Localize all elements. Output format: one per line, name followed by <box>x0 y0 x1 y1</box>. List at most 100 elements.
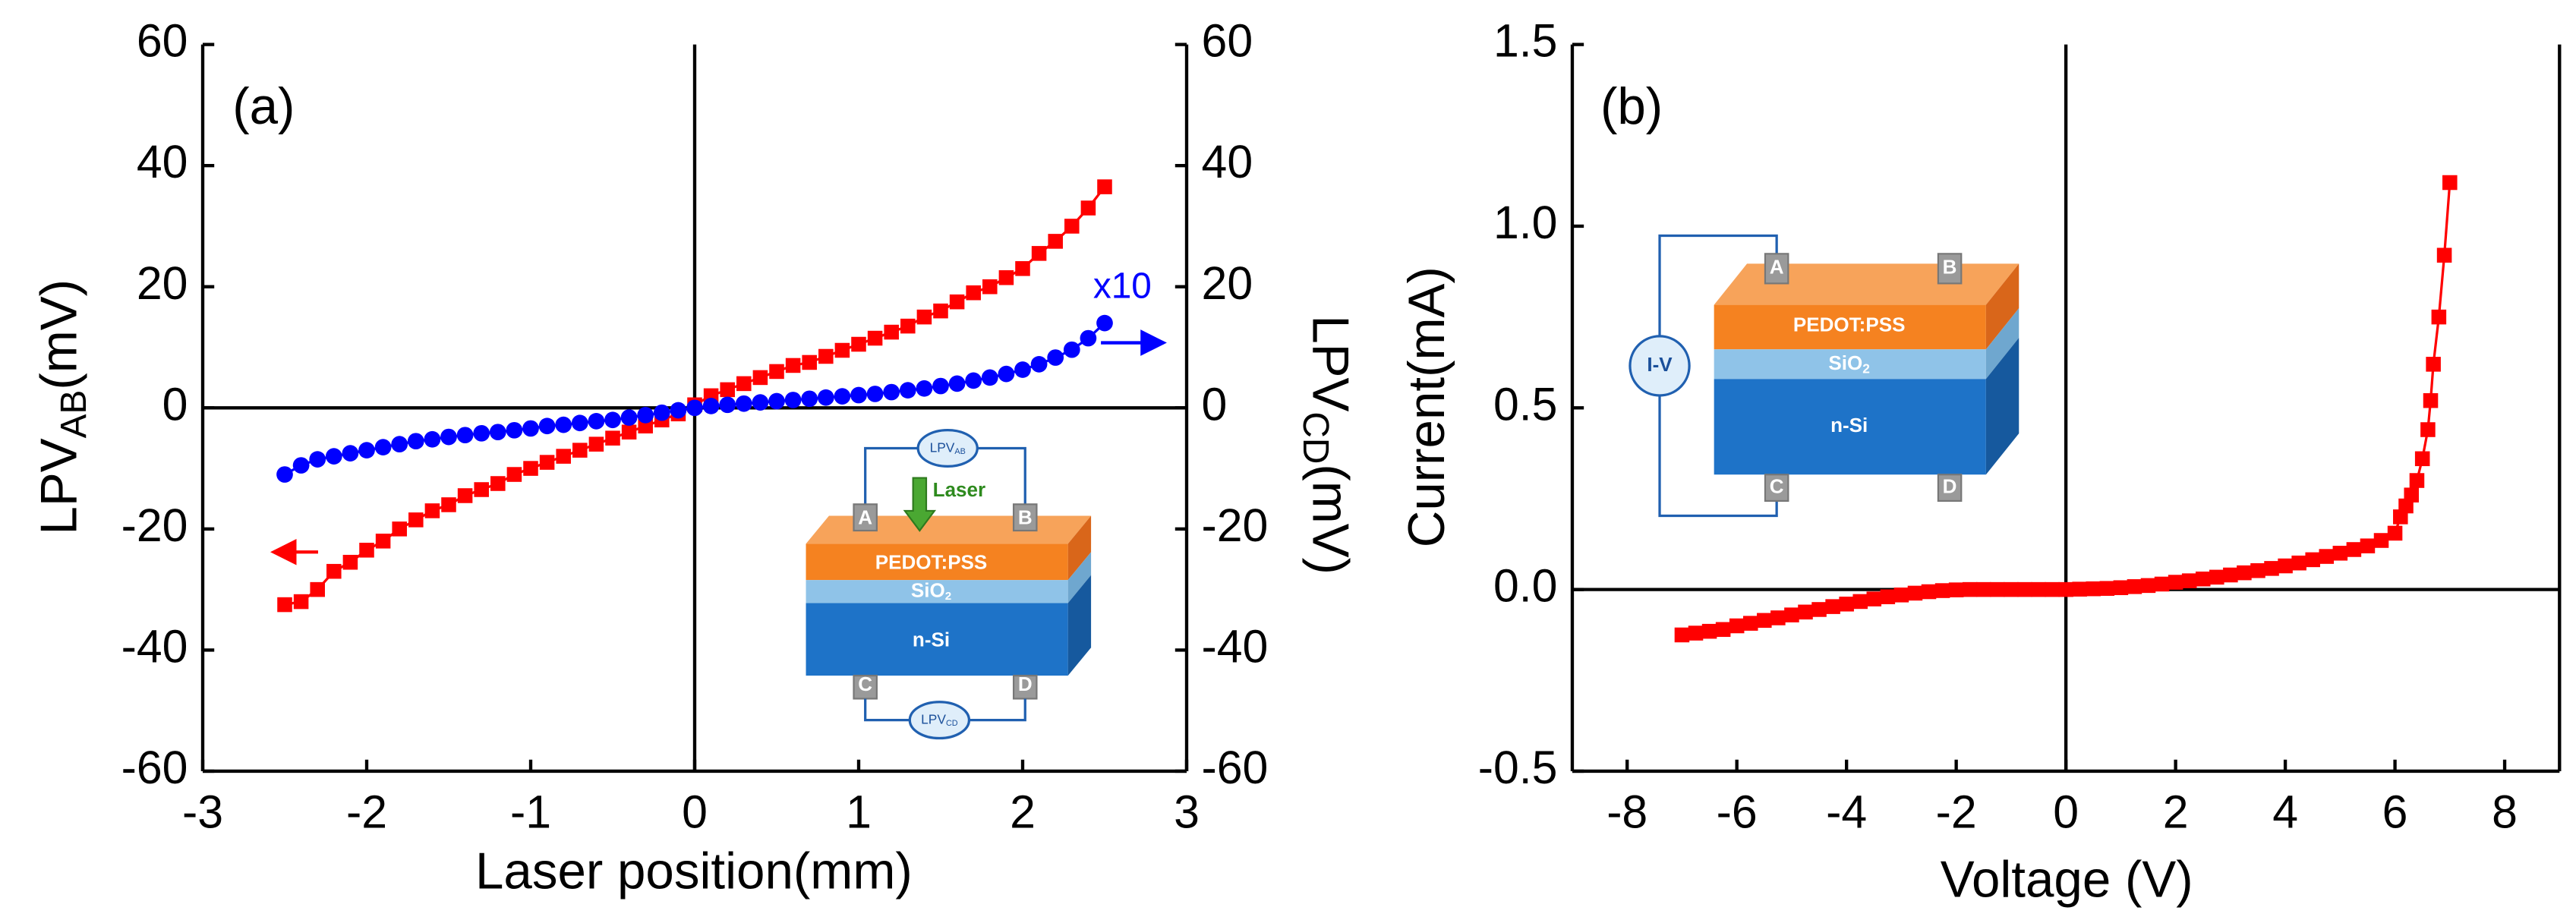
marker <box>884 324 899 340</box>
marker <box>441 497 456 512</box>
marker <box>2264 561 2279 576</box>
marker <box>474 482 489 497</box>
layer <box>1714 349 1986 380</box>
marker <box>1825 599 1840 614</box>
x-tick-label: 0 <box>682 786 708 838</box>
wire <box>1658 395 1778 518</box>
inset-b: I-V A B PEDOT:PSS SiO2 n-Si C D <box>1629 234 2019 518</box>
marker <box>523 461 538 476</box>
y2-tick-label: 20 <box>1202 257 1253 309</box>
marker <box>588 436 604 452</box>
marker <box>539 455 555 470</box>
y2-label-sub: CD <box>1296 411 1336 464</box>
marker <box>2387 525 2403 541</box>
y-tick-label: 20 <box>137 257 188 309</box>
marker <box>490 476 506 491</box>
marker <box>555 416 572 433</box>
marker <box>900 318 916 334</box>
side-face <box>1067 575 1092 676</box>
marker <box>1757 613 1772 629</box>
marker <box>2168 575 2183 590</box>
marker <box>2004 581 2019 597</box>
contact <box>1937 474 1963 503</box>
marker <box>538 417 556 435</box>
marker <box>1907 585 1923 601</box>
marker <box>966 285 981 301</box>
y-tick-label: 1.5 <box>1493 15 1557 67</box>
marker <box>752 394 769 411</box>
marker <box>850 386 867 404</box>
contact <box>853 503 878 532</box>
meter-main: LPV <box>921 711 946 726</box>
marker <box>620 409 638 426</box>
marker <box>2195 571 2211 587</box>
y-label-main: LPV <box>30 438 87 534</box>
contact <box>1937 253 1963 285</box>
marker <box>653 404 670 421</box>
x-tick-label: 1 <box>846 786 872 838</box>
y-tick-label: 0.0 <box>1493 560 1557 612</box>
contact-label: B <box>1943 256 1957 279</box>
layer-label: SiO2 <box>1828 351 1870 376</box>
y2-label-main: LPV <box>1302 315 1359 411</box>
marker <box>785 358 801 373</box>
marker <box>686 399 703 417</box>
y-tick-label: 40 <box>137 136 188 187</box>
marker <box>1962 581 1978 597</box>
marker <box>867 330 883 346</box>
contact-label: C <box>858 673 872 695</box>
wire <box>864 698 910 722</box>
marker <box>1770 610 1786 625</box>
x-tick-label: 4 <box>2272 786 2298 838</box>
marker <box>556 449 571 464</box>
layer-sub: 2 <box>1862 361 1870 376</box>
marker <box>572 443 588 458</box>
meter-label: I-V <box>1647 353 1673 376</box>
marker <box>2058 581 2073 597</box>
marker <box>1674 627 1690 643</box>
y-tick-label: 0 <box>162 378 188 430</box>
y-tick-label: 0.5 <box>1493 378 1557 430</box>
contact <box>853 674 878 700</box>
layer <box>806 543 1068 581</box>
marker <box>1811 602 1827 617</box>
x-tick-label: -2 <box>1936 786 1977 838</box>
x-axis-label: Voltage (V) <box>1941 851 2193 908</box>
marker <box>932 377 949 395</box>
marker <box>1064 219 1080 234</box>
marker <box>702 398 720 414</box>
x-tick-label: -3 <box>182 786 223 838</box>
marker <box>1866 591 1882 607</box>
x-tick-label: 3 <box>1174 786 1200 838</box>
marker <box>899 382 916 399</box>
marker <box>1880 589 1896 604</box>
meter-label: LPVAB <box>930 440 966 456</box>
marker <box>457 488 473 503</box>
side-face <box>1067 515 1092 581</box>
side-face <box>1985 263 2019 350</box>
marker <box>720 382 735 398</box>
marker <box>1030 355 1048 373</box>
marker <box>375 534 391 549</box>
marker <box>277 597 292 613</box>
laser-label: Laser <box>933 478 985 501</box>
plots: -3 -2 -1 0 1 2 3-60-40-200204060-60-40-2002040… <box>121 15 2562 838</box>
y2-tick-label: -20 <box>1202 499 1269 551</box>
marker <box>1893 588 1909 603</box>
marker <box>670 402 687 419</box>
marker <box>834 342 850 358</box>
wire <box>1658 234 1778 336</box>
marker <box>1096 314 1113 332</box>
marker <box>1047 349 1064 366</box>
marker <box>2420 422 2436 437</box>
y2-tick-label: 0 <box>1202 378 1228 430</box>
marker <box>325 448 342 465</box>
contact <box>1764 474 1789 503</box>
layer-label: PEDOT:PSS <box>1793 313 1906 336</box>
marker <box>2305 552 2320 568</box>
marker <box>1839 597 1854 612</box>
x-tick-label: 0 <box>2053 786 2079 838</box>
y2-axis-label: LPVCD(mV) <box>1296 315 1359 575</box>
y2-tick-label: -40 <box>1202 620 1269 672</box>
